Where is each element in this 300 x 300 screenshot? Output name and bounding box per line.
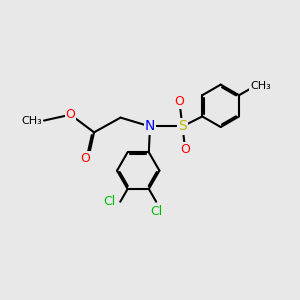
Text: Cl: Cl — [150, 205, 162, 218]
Text: CH₃: CH₃ — [250, 81, 271, 91]
Text: S: S — [178, 119, 187, 134]
Text: O: O — [80, 152, 90, 165]
Text: Cl: Cl — [103, 195, 116, 208]
Text: O: O — [180, 143, 190, 157]
Text: O: O — [66, 108, 75, 121]
Text: CH₃: CH₃ — [22, 116, 43, 126]
Text: O: O — [175, 95, 184, 108]
Text: N: N — [145, 119, 155, 134]
